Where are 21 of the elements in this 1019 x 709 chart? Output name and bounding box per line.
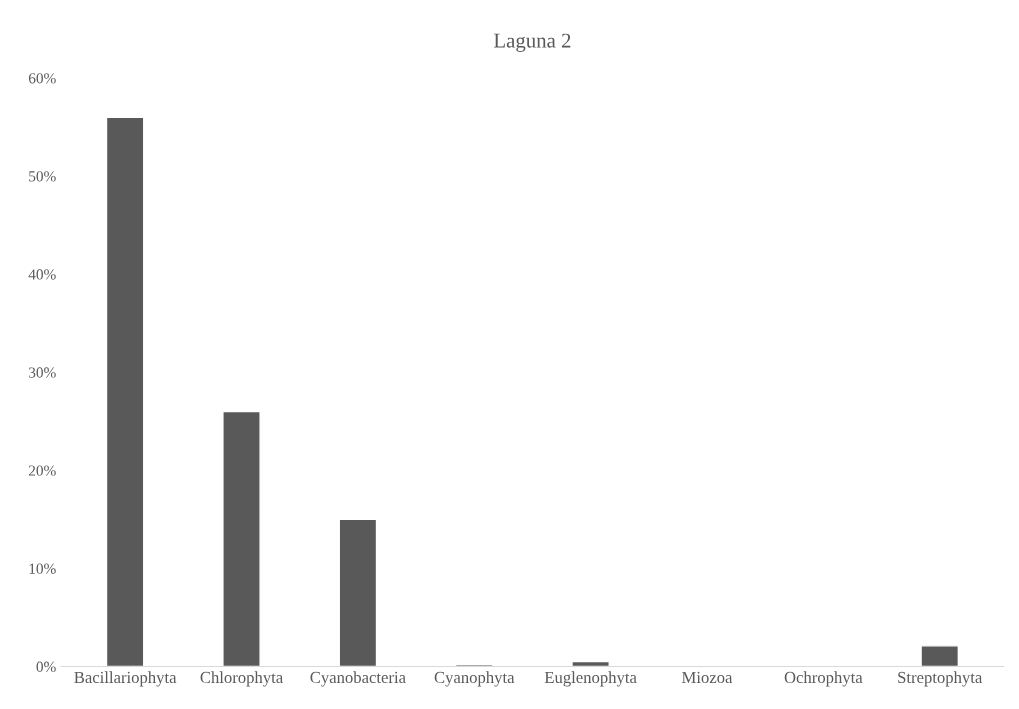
x-tick-label: Streptophyta [898, 671, 983, 687]
x-tick-label: Cyanobacteria [310, 671, 406, 687]
bar [571, 660, 610, 667]
y-tick-label: 50% [29, 171, 56, 182]
y-tick-label: 10% [29, 563, 56, 574]
x-tick-label: Ochrophyta [784, 671, 863, 687]
x-tick-label: Chlorophyta [200, 671, 283, 687]
y-tick-label: 60% [28, 73, 56, 84]
y-tick-label: 0% [36, 661, 56, 672]
y-tick-label: 40% [28, 269, 56, 280]
y-tick-label: 20% [28, 465, 56, 476]
bar [105, 116, 145, 667]
chart-title: Laguna 2 [493, 33, 571, 52]
bar [338, 518, 378, 667]
x-tick-label: Euglenophyta [544, 671, 637, 687]
bar [222, 410, 261, 667]
x-tick-label: Cyanophyta [434, 671, 515, 687]
bar [920, 645, 960, 667]
y-tick-label: 30% [29, 367, 56, 378]
x-tick-label: Bacillariophyta [74, 671, 177, 687]
x-tick-label: Miozoa [682, 671, 733, 684]
